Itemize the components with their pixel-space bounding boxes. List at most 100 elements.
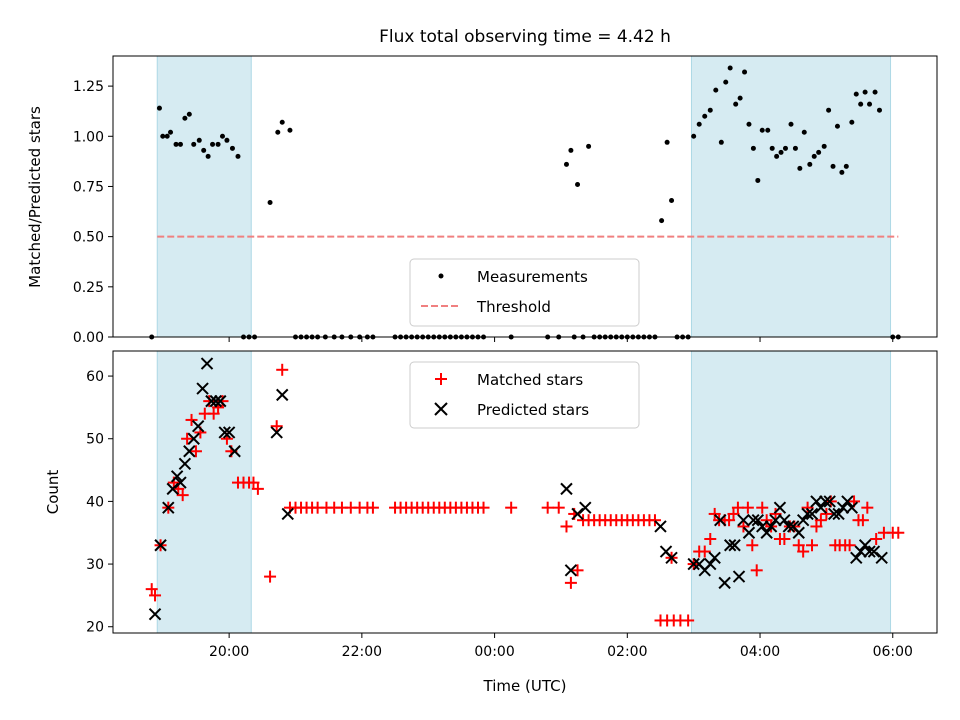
predicted-stars-point <box>571 507 584 521</box>
x-tick-label: 02:00 <box>607 644 647 660</box>
measurements-point <box>759 127 765 133</box>
legend-box <box>409 258 640 327</box>
matched-stars-point <box>270 420 283 433</box>
measurements-point <box>229 145 235 151</box>
shaded-interval <box>156 55 252 338</box>
y-axis-label: Matched/Predicted stars <box>26 106 44 288</box>
predicted-stars-point <box>222 426 236 439</box>
measurements-point <box>858 101 864 107</box>
measurements-point <box>182 115 188 121</box>
matched-stars-point <box>756 501 769 514</box>
plot-frame <box>112 55 938 338</box>
x-axis-label: Time (UTC) <box>483 677 567 695</box>
matched-stars-point <box>760 514 773 527</box>
measurements-point <box>160 133 166 139</box>
predicted-stars-point <box>769 513 782 527</box>
matched-stars-point <box>806 539 819 552</box>
predicted-stars-point <box>174 476 187 489</box>
legend: Measurements Threshold <box>409 258 640 327</box>
predicted-stars-point <box>228 445 241 458</box>
predicted-stars-point <box>218 426 231 439</box>
measurements-point <box>707 107 713 113</box>
y-tick-label: 0.00 <box>73 330 104 346</box>
matched-stars-point <box>264 570 277 583</box>
matched-stars-point <box>181 432 194 445</box>
predicted-stars-point <box>832 507 845 521</box>
predicted-stars-point <box>209 394 223 408</box>
predicted-stars-point <box>154 539 167 552</box>
predicted-stars-point <box>764 520 778 533</box>
measurements-point <box>186 111 192 117</box>
measurements-point <box>168 129 174 135</box>
measurements-point <box>765 127 771 133</box>
predicted-stars-point <box>778 513 791 527</box>
matched-stars-point <box>723 514 736 527</box>
shaded-interval <box>690 350 892 634</box>
predicted-stars-point <box>814 501 828 514</box>
legend-label-measurements: Measurements <box>477 268 588 286</box>
measurements-point <box>691 133 697 139</box>
measurements-point <box>826 107 832 113</box>
y-tick-label: 0.25 <box>73 280 104 296</box>
measurements-point <box>737 95 743 101</box>
measurements-point <box>196 137 202 143</box>
measurements-point <box>219 133 225 139</box>
predicted-stars-point <box>178 457 192 471</box>
matched-stars-point <box>708 507 721 520</box>
ratio-panel: 0.00 0.25 0.50 0.75 1.00 1.25 Matched/Predict… <box>26 55 938 346</box>
measurements-point <box>568 147 574 153</box>
measurements-point <box>235 153 241 159</box>
legend-box <box>409 361 640 429</box>
measurement-points <box>149 65 901 340</box>
predicted-stars-point <box>560 482 573 496</box>
matched-stars-point <box>698 545 711 558</box>
measurements-point <box>872 89 878 95</box>
measurements-point <box>742 69 748 75</box>
measurements-point <box>746 121 752 127</box>
matched-stars-point <box>727 507 740 520</box>
matched-stars-point <box>870 533 883 545</box>
matched-stars-point <box>778 533 791 545</box>
matched-stars-point <box>189 445 202 458</box>
y-tick-label: 20 <box>86 620 104 636</box>
predicted-stars-point <box>654 520 667 533</box>
predicted-stars-point <box>796 513 810 527</box>
measurements-point <box>664 139 670 145</box>
measurements-point <box>807 161 813 167</box>
matched-stars-point <box>505 501 518 514</box>
predicted-stars-point <box>166 482 179 496</box>
predicted-stars-point <box>858 539 872 552</box>
legend-label-threshold: Threshold <box>476 298 551 316</box>
y-tick-label: 1.00 <box>73 129 104 145</box>
y-tick-label: 40 <box>86 494 104 510</box>
shaded-interval <box>690 55 892 338</box>
count-panel: 20 30 40 50 60 20:00 22:00 00:00 02:00 04:00 06:0… <box>44 350 938 695</box>
predicted-stars-point <box>564 564 578 577</box>
measurements-point <box>816 149 822 155</box>
x-tick-label: 22:00 <box>342 644 382 660</box>
measurements-point <box>575 181 581 187</box>
matched-stars-point <box>247 476 260 489</box>
measurements-point <box>839 169 845 175</box>
predicted-stars-point <box>200 357 214 370</box>
predicted-stars-point <box>737 513 750 527</box>
x-axis-ticks: 20:00 22:00 00:00 02:00 04:00 06:00 <box>209 633 913 660</box>
predicted-stars-point <box>850 551 863 565</box>
x-tick-label: 04:00 <box>740 644 780 660</box>
y-tick-label: 0.50 <box>73 230 104 246</box>
y-tick-label: 60 <box>86 369 104 385</box>
predicted-stars-point <box>875 551 888 565</box>
matched-stars-point <box>746 539 759 552</box>
matched-stars-point <box>810 520 823 533</box>
y-axis-label: Count <box>44 470 62 515</box>
predicted-stars-point <box>819 495 832 508</box>
measurements-point <box>696 121 702 127</box>
measurements-point <box>862 89 868 95</box>
measurements-point <box>811 153 817 159</box>
measurements-point <box>177 141 183 147</box>
measurements-point <box>755 177 761 183</box>
measurements-point <box>210 141 216 147</box>
predicted-stars-point <box>281 507 294 521</box>
legend: Matched stars Predicted stars <box>409 361 640 429</box>
